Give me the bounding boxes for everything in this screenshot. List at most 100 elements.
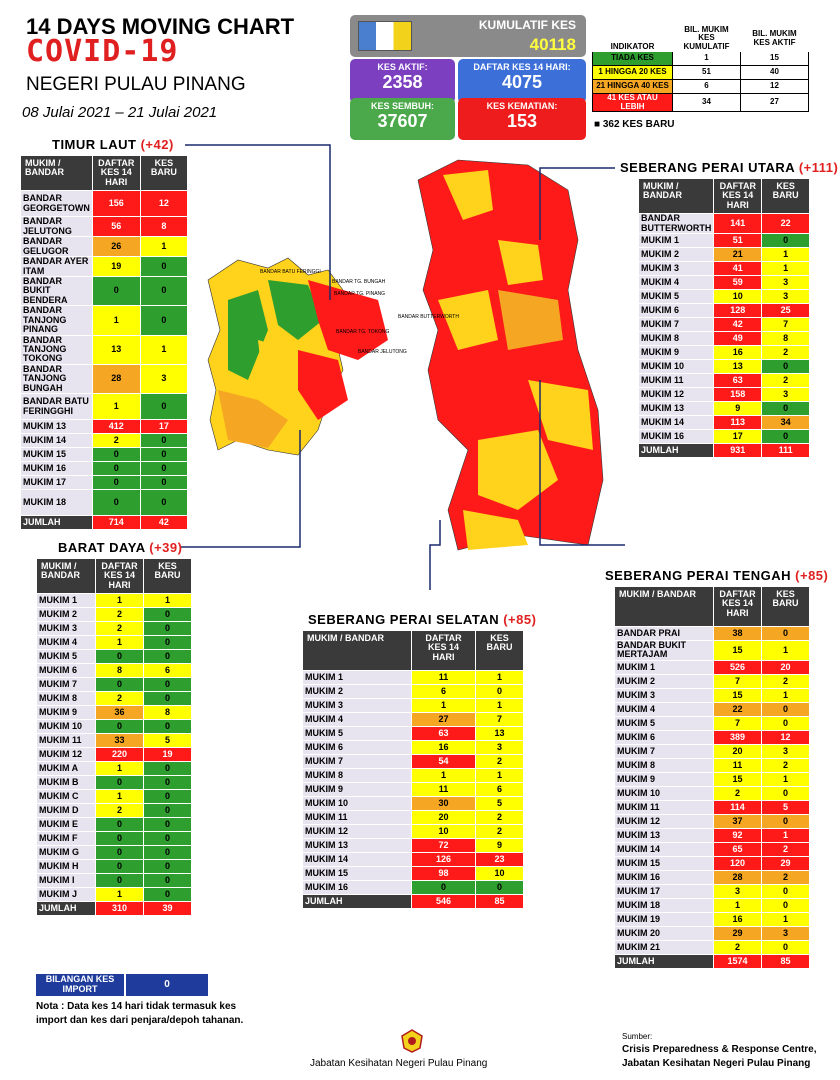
source-line-2: Jabatan Kesihatan Negeri Pulau Pinang xyxy=(622,1058,811,1069)
row-baru: 6 xyxy=(143,663,192,679)
row-daftar: 51 xyxy=(713,233,763,249)
indicator-table: INDIKATOR BIL. MUKIM KES KUMULATIF BIL. MU… xyxy=(592,24,809,112)
row-baru: 0 xyxy=(761,883,810,899)
row-label: MUKIM 9 xyxy=(637,345,715,361)
row-daftar: 29 xyxy=(713,925,762,941)
row-label: MUKIM 14 xyxy=(614,841,714,857)
table-row: MUKIM 12 10 2 xyxy=(302,824,524,839)
row-label: MUKIM 13 xyxy=(20,419,93,435)
table-row: MUKIM 5 63 13 xyxy=(302,726,524,741)
kematian-value: 153 xyxy=(506,111,538,131)
row-baru: 0 xyxy=(761,626,810,641)
row-daftar: 220 xyxy=(95,747,144,763)
table-row: MUKIM 11 33 5 xyxy=(36,733,192,749)
row-baru: 0 xyxy=(139,393,189,421)
row-daftar: 92 xyxy=(713,827,762,843)
row-label: MUKIM C xyxy=(36,789,96,805)
total-label: JUMLAH xyxy=(637,443,715,459)
row-label: MUKIM 11 xyxy=(302,810,412,825)
row-daftar: 11 xyxy=(411,670,476,685)
row-label: MUKIM 12 xyxy=(637,387,715,403)
row-baru: 3 xyxy=(761,387,810,403)
indicator-aktif: 27 xyxy=(740,93,809,112)
row-baru: 0 xyxy=(761,715,810,731)
row-label: MUKIM 1 xyxy=(36,593,96,609)
row-baru: 1 xyxy=(761,827,810,843)
row-baru: 29 xyxy=(761,855,810,871)
row-baru: 1 xyxy=(761,247,810,263)
aktif-box: KES AKTIF: 2358 xyxy=(350,59,455,103)
row-label: MUKIM 6 xyxy=(302,740,412,755)
row-label: MUKIM 17 xyxy=(614,883,714,899)
row-label: BANDAR GELUGOR xyxy=(20,236,93,258)
total-label: JUMLAH xyxy=(614,953,714,969)
row-label: MUKIM 18 xyxy=(614,897,714,913)
timur-laut-title: TIMUR LAUT (+42) xyxy=(52,137,174,152)
total-baru: 85 xyxy=(761,953,810,969)
daftar-label: DAFTAR KES 14 HARI: xyxy=(473,62,571,72)
row-label: MUKIM 14 xyxy=(20,433,93,449)
row-daftar: 0 xyxy=(95,845,144,861)
row-daftar: 2 xyxy=(713,939,762,955)
table-row: MUKIM 13 412 17 xyxy=(20,419,189,435)
row-baru: 1 xyxy=(761,261,810,277)
total-daftar: 310 xyxy=(95,901,144,917)
row-baru: 8 xyxy=(139,216,189,238)
row-baru: 2 xyxy=(475,754,524,769)
row-baru: 23 xyxy=(475,852,524,867)
row-label: BANDAR TANJONG TOKONG xyxy=(20,334,93,365)
barat-daya-title: BARAT DAYA (+39) xyxy=(58,540,182,555)
row-label: MUKIM H xyxy=(36,859,96,875)
row-baru: 1 xyxy=(761,911,810,927)
row-baru: 0 xyxy=(143,761,192,777)
penang-map: BANDAR BATU FERINGGI BANDAR TG. BUNGAH B… xyxy=(207,159,604,551)
row-label: MUKIM 5 xyxy=(614,715,714,731)
row-baru: 0 xyxy=(139,433,189,449)
sps-name: SEBERANG PERAI SELATAN xyxy=(308,612,500,627)
row-label: MUKIM 9 xyxy=(614,771,714,787)
row-label: MUKIM 3 xyxy=(637,261,715,277)
row-baru: 3 xyxy=(761,743,810,759)
row-baru: 1 xyxy=(139,334,189,365)
row-daftar: 10 xyxy=(411,824,476,839)
total-row: JUMLAH 931 111 xyxy=(637,443,810,459)
row-baru: 17 xyxy=(139,419,189,435)
kumulatif-box: KUMULATIF KES 40118 xyxy=(350,15,586,57)
note: Nota : Data kes 14 hari tidak termasuk k… xyxy=(36,1001,244,1026)
row-label: MUKIM 3 xyxy=(36,621,96,637)
indicator-label: TIADA KES xyxy=(592,51,673,67)
row-baru: 3 xyxy=(761,925,810,941)
map-label-jelutong: BANDAR JELUTONG xyxy=(358,349,407,355)
table-row: MUKIM 16 0 0 xyxy=(302,880,524,895)
row-baru: 25 xyxy=(761,303,810,319)
sps-plus: (+85) xyxy=(503,612,537,627)
table-row: MUKIM 11 114 5 xyxy=(614,799,810,815)
row-daftar: 8 xyxy=(95,663,144,679)
row-label: MUKIM G xyxy=(36,845,96,861)
total-label: JUMLAH xyxy=(302,894,412,909)
row-label: MUKIM 11 xyxy=(36,733,96,749)
row-baru: 12 xyxy=(761,729,810,745)
row-baru: 1 xyxy=(761,640,810,661)
row-label: MUKIM 16 xyxy=(637,429,715,445)
table-row: MUKIM 12 158 3 xyxy=(637,387,810,403)
row-label: MUKIM 4 xyxy=(302,712,412,727)
row-label: MUKIM A xyxy=(36,761,96,777)
row-daftar: 2 xyxy=(713,785,762,801)
row-label: MUKIM J xyxy=(36,887,96,903)
table-row: MUKIM 13 92 1 xyxy=(614,827,810,843)
col-mukim: MUKIM / BANDAR xyxy=(637,177,715,215)
map-label-tg-pinang: BANDAR TG. PINANG xyxy=(334,291,385,297)
sembuh-box: KES SEMBUH: 37607 xyxy=(350,98,455,140)
row-label: MUKIM 8 xyxy=(36,691,96,707)
table-row: MUKIM 10 2 0 xyxy=(614,785,810,801)
row-baru: 1 xyxy=(143,593,192,609)
coat-of-arms-icon xyxy=(398,1028,426,1054)
row-label: MUKIM 13 xyxy=(637,401,715,417)
row-daftar: 15 xyxy=(713,640,762,661)
